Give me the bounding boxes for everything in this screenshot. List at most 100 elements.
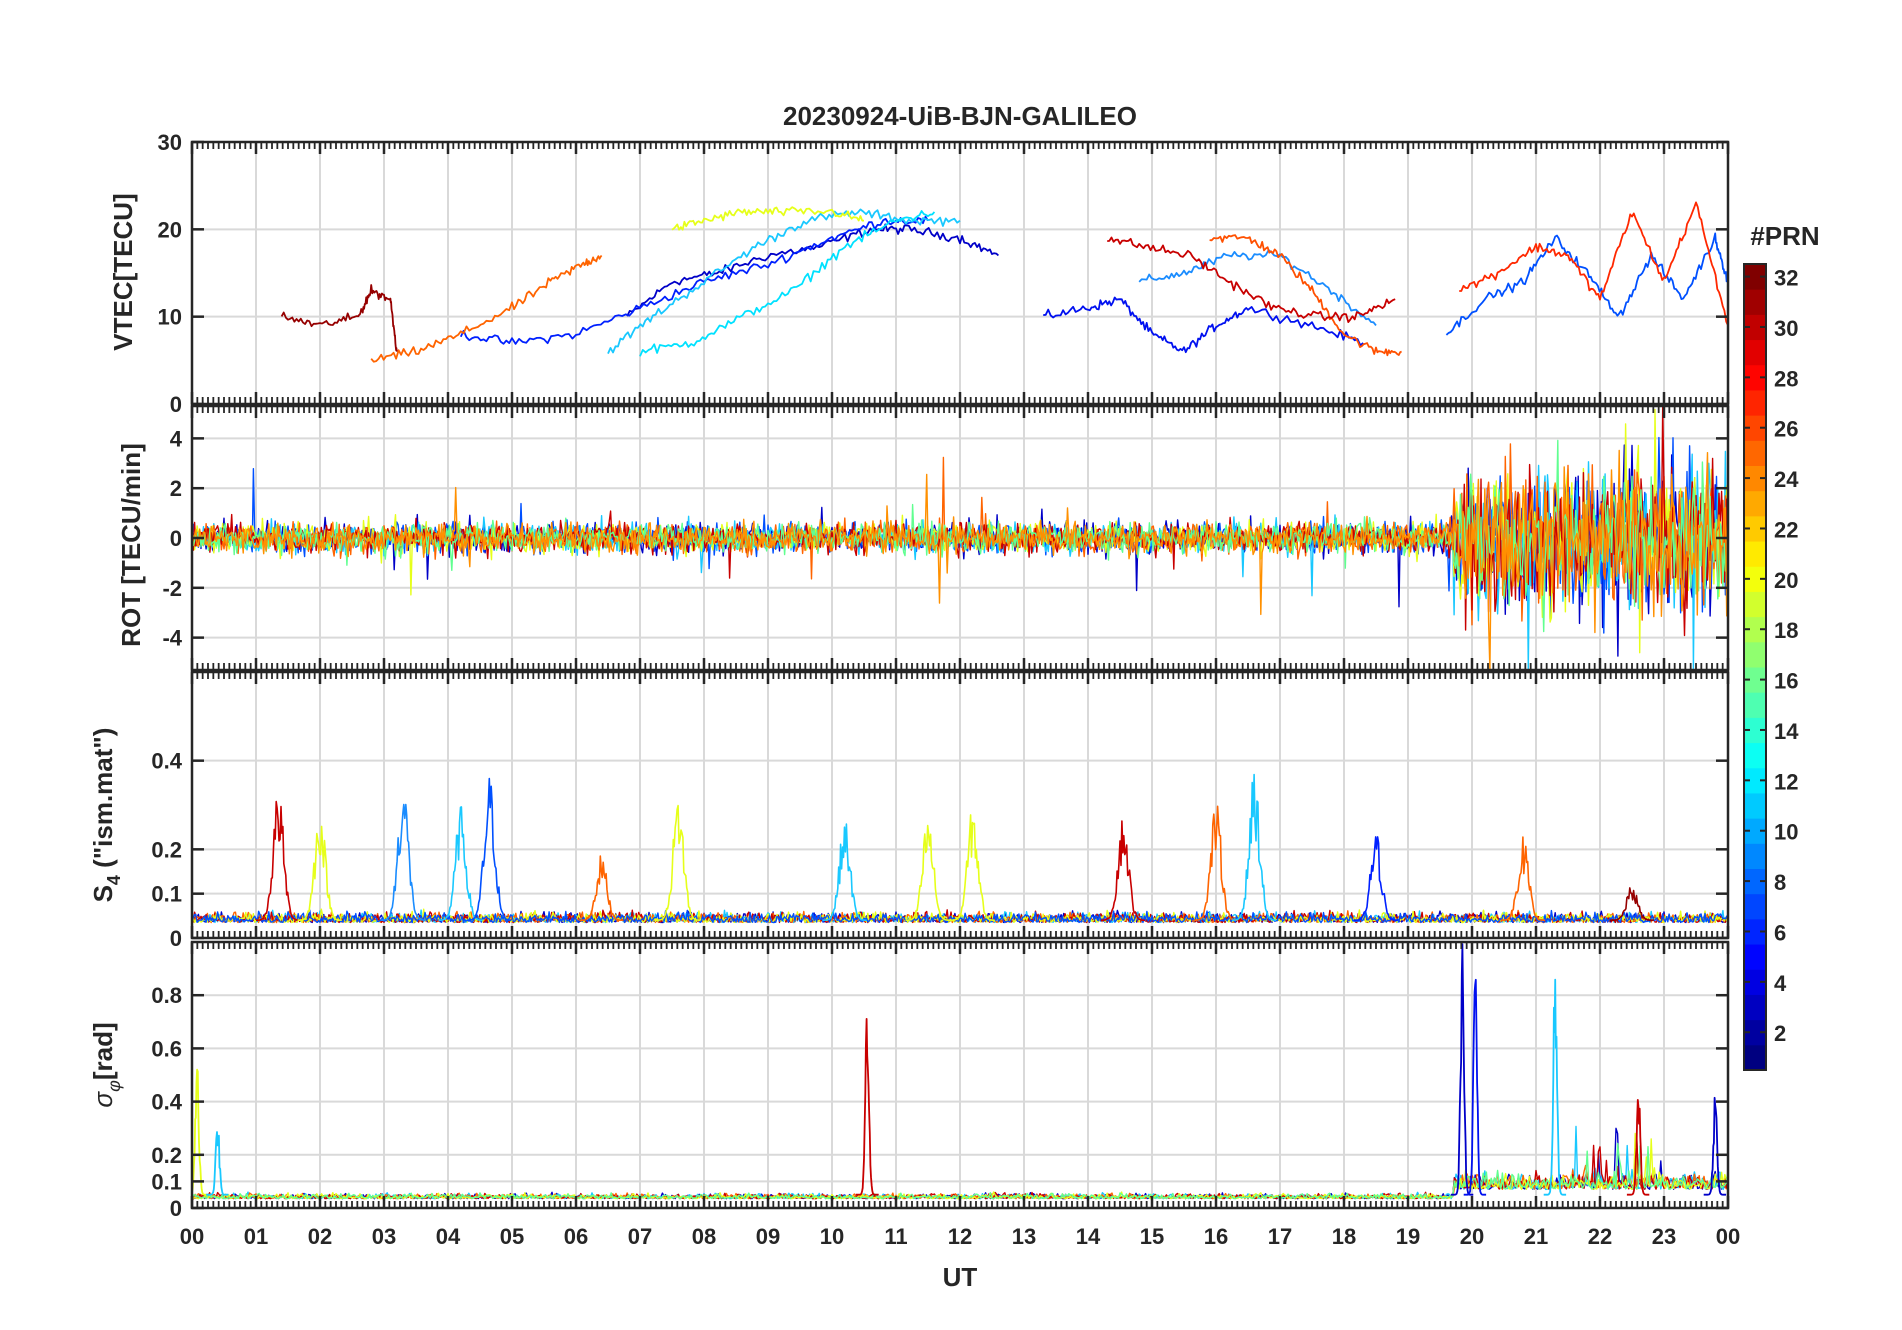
s4-grid: [192, 672, 1728, 938]
vtec-series-prn-9: [1138, 249, 1377, 326]
sigma-axes: [190, 940, 1730, 1210]
s4-series: [192, 909, 1728, 924]
s4-peak: [297, 825, 342, 922]
s4-peak: [1100, 820, 1145, 922]
sigma-plot-area: [192, 943, 1728, 1200]
sigma-ylabel-rest: [rad]: [88, 1022, 118, 1080]
colorbar-tick-label: 26: [1774, 417, 1798, 442]
vtec-series-prn-5: [459, 215, 929, 345]
s4-y-tick-label: 0: [170, 926, 182, 951]
vtec-y-tick-label: 20: [158, 217, 182, 242]
vtec-series-prn-11: [607, 208, 961, 354]
x-tick-label: 08: [692, 1224, 716, 1249]
colorbar-tick-label: 2: [1774, 1021, 1786, 1046]
vtec-plot-area: [280, 201, 1728, 363]
vtec-y-tick-label: 10: [158, 305, 182, 330]
s4-peak: [380, 803, 425, 922]
x-tick-label: 13: [1012, 1224, 1036, 1249]
x-tick-label: 02: [308, 1224, 332, 1249]
s4-peak: [656, 804, 701, 922]
colorbar-swatch: [1744, 1044, 1766, 1071]
colorbar-swatch: [1744, 994, 1766, 1021]
colorbar-swatch: [1744, 289, 1766, 315]
colorbar-swatch: [1744, 843, 1766, 869]
colorbar-frame: [1743, 263, 1767, 1071]
colorbar-tick-label: 4: [1774, 971, 1787, 996]
colorbar-swatch: [1744, 541, 1766, 567]
sigma-phi-panel: 00.10.2 0.4 0.6 0.8: [151, 940, 1730, 1221]
s4-ylabel-sub: 4: [104, 875, 124, 885]
figure-title: 20230924-UiB-BJN-GALILEO: [783, 101, 1137, 131]
x-tick-labels: 00 01 02 03 04 05 06 07 08 09 10 11 12 13 14 15 16 17 18 19…: [180, 1224, 1740, 1249]
colorbar-swatch: [1744, 1019, 1766, 1046]
vtec-grid: [192, 142, 1728, 404]
s4-peak: [905, 824, 950, 922]
sigma-y-tick-label: 0.6: [151, 1036, 182, 1061]
colorbar-swatch: [1744, 767, 1766, 794]
sigma-peak: [1450, 943, 1474, 1196]
x-tick-label: 17: [1268, 1224, 1292, 1249]
colorbar-swatch: [1744, 364, 1766, 391]
sigma-y-tick-label: 0.8: [151, 983, 182, 1008]
colorbar-tick-label: 6: [1774, 920, 1786, 945]
s4-peak: [1500, 836, 1546, 922]
sigma-ylabel-main: σ: [88, 1091, 118, 1108]
sigma-peak: [855, 1018, 879, 1196]
colorbar-swatch: [1744, 742, 1766, 769]
vtec-y-tick-label: 30: [158, 130, 182, 155]
x-tick-label: 20: [1460, 1224, 1484, 1249]
s4-y-tick-label: 0.2: [151, 837, 182, 862]
vtec-y-tick-label: 0: [170, 392, 182, 417]
colorbar-swatch: [1744, 566, 1766, 592]
s4-peak: [1193, 805, 1238, 922]
rot-y-tick-label: 2: [170, 476, 182, 501]
sigma-peak: [1463, 978, 1487, 1196]
colorbar-swatch: [1744, 389, 1766, 416]
colorbar-swatch: [1744, 591, 1766, 618]
colorbar-tick-label: 12: [1774, 769, 1798, 794]
colorbar-swatch: [1744, 415, 1766, 441]
colorbar-tick-label: 8: [1774, 870, 1786, 895]
vtec-panel: 0 10 20 30: [158, 130, 1730, 417]
rot-series: [192, 439, 1728, 633]
s4-peak: [256, 800, 301, 922]
s4-ylabel-main: S: [88, 885, 118, 902]
x-tick-label: 21: [1524, 1224, 1548, 1249]
s4-peak: [1232, 773, 1277, 922]
x-tick-label: 22: [1588, 1224, 1612, 1249]
colorbar-tick-label: 22: [1774, 517, 1798, 542]
colorbar-swatch: [1744, 667, 1766, 693]
rot-y-tick-label: 0: [170, 526, 182, 551]
x-tick-label: 16: [1204, 1224, 1228, 1249]
s4-peak: [1609, 887, 1654, 922]
colorbar-swatch: [1744, 918, 1766, 945]
x-tick-label: 07: [628, 1224, 652, 1249]
colorbar-tick-label: 10: [1774, 820, 1798, 845]
x-tick-label: 04: [436, 1224, 461, 1249]
x-tick-label: 05: [500, 1224, 524, 1249]
rot-series: [192, 449, 1728, 670]
x-tick-label: 19: [1396, 1224, 1420, 1249]
s4-axes: [190, 670, 1730, 940]
s4-plot-area: [192, 773, 1728, 924]
vtec-axes: [190, 140, 1730, 406]
colorbar-tick-label: 32: [1774, 266, 1798, 291]
sigma-ylabel-sub: φ: [104, 1080, 124, 1092]
x-tick-label: 10: [820, 1224, 844, 1249]
colorbar-tick-label: 30: [1774, 316, 1798, 341]
colorbar-swatch: [1744, 616, 1766, 643]
sigma-peak: [1703, 1096, 1727, 1196]
x-tick-label: 00: [1716, 1224, 1740, 1249]
x-tick-label: 09: [756, 1224, 780, 1249]
rot-y-tick-label: 4: [170, 426, 183, 451]
colorbar-swatch: [1744, 641, 1766, 668]
vtec-series-prn-25: [1209, 234, 1402, 357]
colorbar-swatch: [1744, 893, 1766, 920]
rot-y-tick-label: -2: [162, 576, 182, 601]
x-tick-label: 11: [884, 1224, 907, 1249]
sigma-peak: [1626, 1099, 1650, 1196]
x-tick-label: 03: [372, 1224, 396, 1249]
vtec-series-prn-19: [671, 206, 864, 231]
